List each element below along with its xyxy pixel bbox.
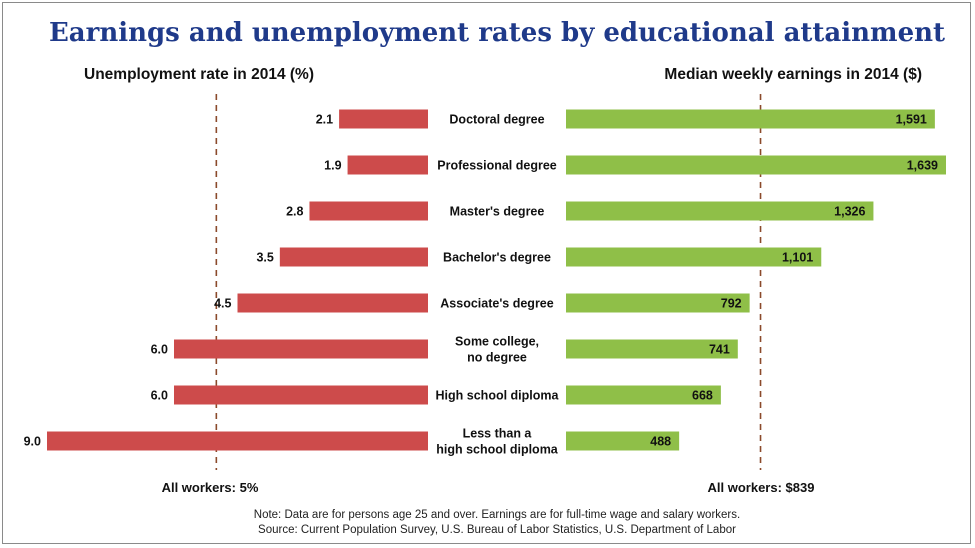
earnings-value-label: 1,101 bbox=[782, 251, 813, 265]
earnings-value-label: 1,591 bbox=[896, 113, 927, 127]
earnings-value-label: 488 bbox=[650, 435, 671, 449]
unemployment-value-label: 2.8 bbox=[286, 205, 303, 219]
unemployment-value-label: 4.5 bbox=[214, 297, 231, 311]
earnings-bar bbox=[566, 339, 738, 359]
category-label: Associate's degree bbox=[440, 297, 553, 311]
category-label: Some college, no degree bbox=[455, 335, 539, 365]
category-label: High school diploma bbox=[436, 389, 560, 403]
unemployment-bar bbox=[347, 155, 428, 175]
earnings-bar bbox=[566, 293, 750, 313]
left-panel-title: Unemployment rate in 2014 (%) bbox=[84, 66, 314, 83]
earnings-bar bbox=[566, 109, 935, 129]
earnings-value-label: 792 bbox=[721, 297, 742, 311]
right-reference-label: All workers: $839 bbox=[708, 480, 815, 495]
unemployment-value-label: 6.0 bbox=[151, 343, 168, 357]
category-label: Professional degree bbox=[437, 159, 557, 173]
unemployment-bar bbox=[309, 201, 428, 221]
unemployment-bar bbox=[47, 431, 428, 451]
source-note: Source: Current Population Survey, U.S. … bbox=[258, 524, 736, 536]
unemployment-bar bbox=[279, 247, 428, 267]
category-label: Less than a high school diploma bbox=[436, 427, 559, 457]
earnings-bars: 1,591 1,639 1,326 1,101 792 741 668 488 bbox=[566, 109, 946, 451]
unemployment-bar bbox=[174, 385, 428, 405]
category-label: Bachelor's degree bbox=[443, 251, 551, 265]
earnings-bar bbox=[566, 155, 946, 175]
earnings-value-label: 1,326 bbox=[834, 205, 865, 219]
earnings-bar bbox=[566, 385, 721, 405]
unemployment-value-label: 3.5 bbox=[256, 251, 273, 265]
category-label: Doctoral degree bbox=[449, 113, 544, 127]
earnings-value-label: 668 bbox=[692, 389, 713, 403]
category-label: Master's degree bbox=[450, 205, 545, 219]
unemployment-value-label: 9.0 bbox=[24, 435, 41, 449]
earnings-value-label: 741 bbox=[709, 343, 730, 357]
reference-lines bbox=[215, 94, 762, 470]
chart-title: Earnings and unemployment rates by educa… bbox=[49, 18, 945, 48]
earnings-bar bbox=[566, 201, 874, 221]
earnings-bar bbox=[566, 247, 822, 267]
unemployment-bar bbox=[237, 293, 428, 313]
right-panel-title: Median weekly earnings in 2014 ($) bbox=[664, 66, 922, 83]
earnings-value-label: 1,639 bbox=[907, 159, 938, 173]
footnote: Note: Data are for persons age 25 and ov… bbox=[254, 509, 740, 521]
unemployment-value-label: 6.0 bbox=[151, 389, 168, 403]
unemployment-value-label: 1.9 bbox=[324, 159, 341, 173]
unemployment-bars: 2.1 1.9 2.8 3.5 4.5 6.0 6.0 9.0 bbox=[24, 109, 428, 451]
unemployment-bar bbox=[174, 339, 428, 359]
left-reference-label: All workers: 5% bbox=[162, 480, 259, 495]
unemployment-bar bbox=[339, 109, 428, 129]
unemployment-value-label: 2.1 bbox=[316, 113, 333, 127]
earnings-bar bbox=[566, 431, 680, 451]
category-labels: Doctoral degree Professional degree Master… bbox=[436, 113, 560, 457]
